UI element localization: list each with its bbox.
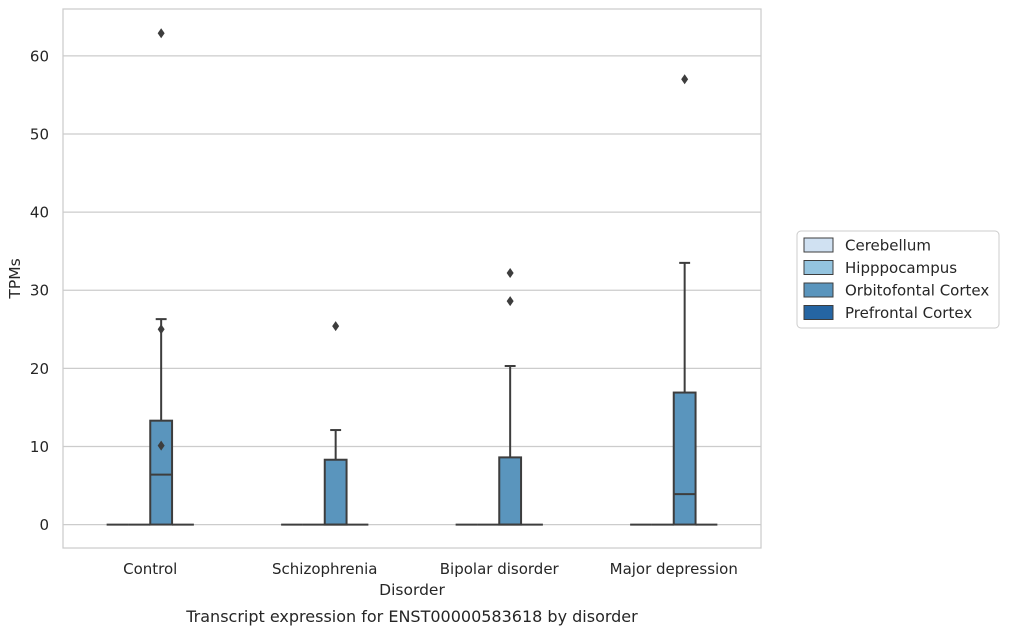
outlier-point <box>332 321 340 332</box>
legend-swatch <box>803 282 834 298</box>
outlier-point <box>506 268 514 279</box>
legend-swatch <box>803 260 834 275</box>
x-tick-label: Schizophrenia <box>272 560 377 578</box>
y-tick-label: 30 <box>30 282 49 300</box>
box <box>149 419 174 526</box>
legend-label: Orbitofontal Cortex <box>845 282 989 300</box>
y-tick-labels: 0 10 20 30 40 50 60 <box>30 47 49 534</box>
chart-caption: Transcript expression for ENST0000058361… <box>185 607 638 626</box>
y-tick-label: 20 <box>30 360 49 378</box>
legend-swatch <box>803 237 834 253</box>
legend-swatch <box>803 305 834 320</box>
boxes <box>106 28 718 526</box>
legend-label: Prefrontal Cortex <box>845 304 972 322</box>
legend: Cerebellum Hipppocampus Orbitofontal Corte… <box>796 230 1000 329</box>
y-tick-label: 60 <box>30 47 49 65</box>
legend-label: Hipppocampus <box>845 259 957 277</box>
outlier-point <box>157 28 165 39</box>
box <box>672 391 697 526</box>
outlier-point <box>157 440 165 451</box>
outlier-point <box>681 74 689 85</box>
plot-area-frame <box>62 8 762 549</box>
box <box>323 458 348 526</box>
y-tick-label: 0 <box>39 516 49 534</box>
x-tick-labels: Control Schizophrenia Bipolar disorder Majo… <box>123 560 738 578</box>
x-axis-label: Disorder <box>379 581 445 599</box>
x-tick-label: Control <box>123 560 177 578</box>
y-axis-label: TPMs <box>6 258 24 299</box>
gridlines <box>63 55 761 526</box>
outlier-point <box>157 324 165 335</box>
y-tick-label: 50 <box>30 125 49 143</box>
x-tick-label: Bipolar disorder <box>440 560 560 578</box>
x-tick-label: Major depression <box>610 560 738 578</box>
box <box>498 456 523 526</box>
outlier-point <box>506 296 514 307</box>
legend-label: Cerebellum <box>845 237 931 255</box>
legend-frame <box>796 230 1000 329</box>
y-tick-label: 40 <box>30 204 49 222</box>
y-tick-label: 10 <box>30 438 49 456</box>
